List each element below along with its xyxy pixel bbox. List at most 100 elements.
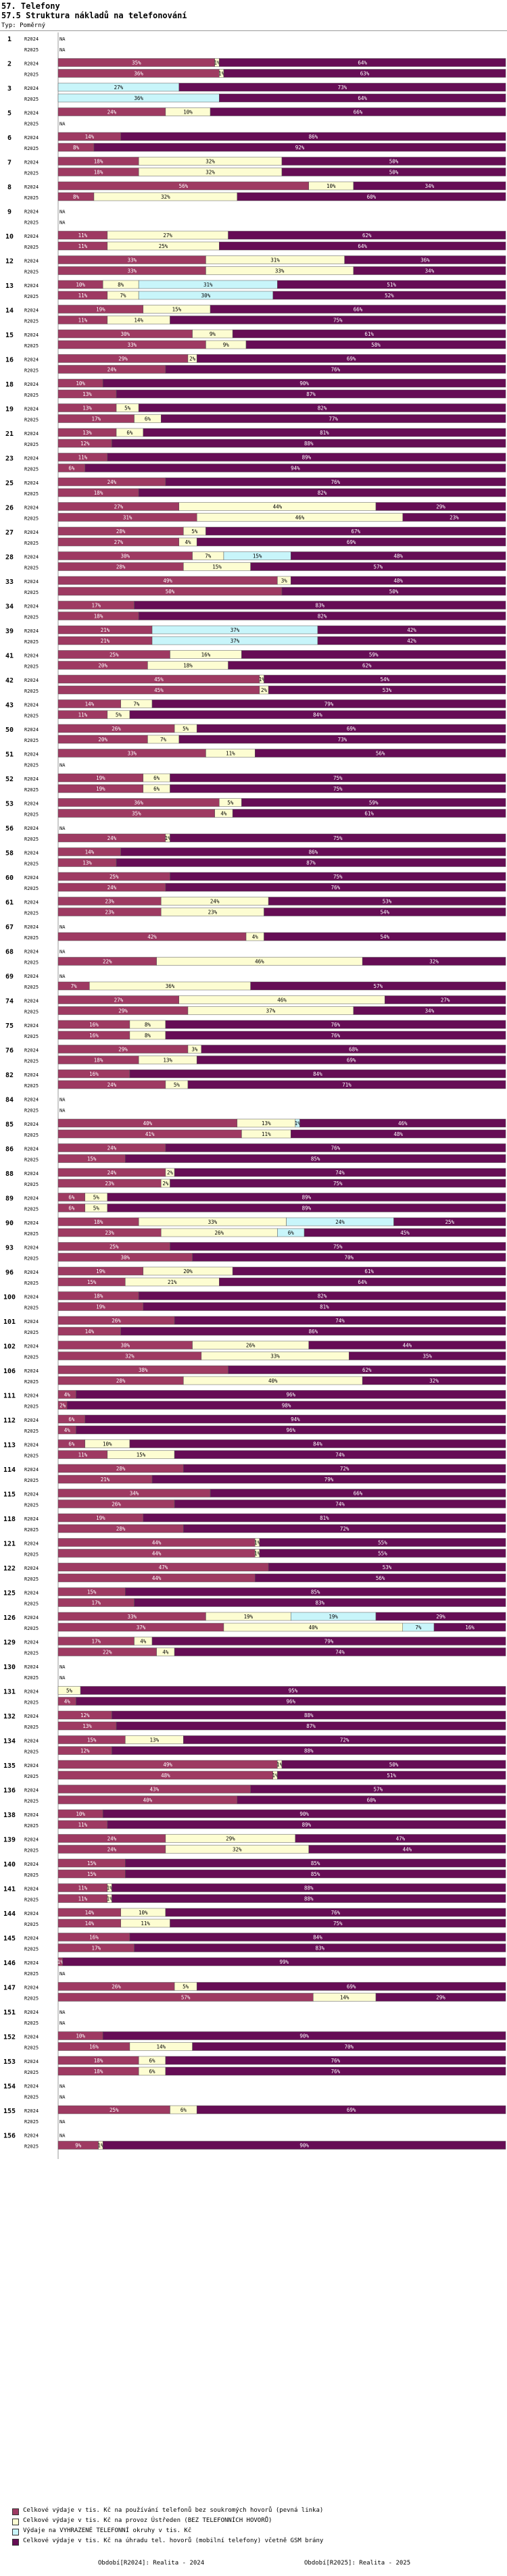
bar-value-label: 4% xyxy=(64,1392,71,1398)
bar-value-label: 82% xyxy=(318,614,327,620)
bar-value-label: 90% xyxy=(299,380,309,387)
year-label: R2024 xyxy=(24,1887,39,1892)
bar-value-label: 5% xyxy=(174,1082,180,1088)
group-label: 14 xyxy=(5,307,14,315)
year-label: R2025 xyxy=(24,1898,39,1903)
bar-value-label: 61% xyxy=(364,331,374,337)
year-label: R2025 xyxy=(24,2070,39,2075)
bar-value-label: 79% xyxy=(324,1477,334,1483)
bar-value-label: 24% xyxy=(107,1082,117,1088)
bar-value-label: 19% xyxy=(329,1614,338,1620)
bar-value-label: 22% xyxy=(103,1650,112,1656)
bar-segment xyxy=(112,1883,506,1892)
group-label: 16 xyxy=(5,357,14,364)
year-label: R2024 xyxy=(24,530,39,535)
bar-value-label: 29% xyxy=(436,504,445,510)
group-label: 100 xyxy=(3,1294,16,1302)
bar-value-label: 1% xyxy=(218,71,225,77)
year-label: R2025 xyxy=(24,541,39,546)
no-data-label: NA xyxy=(59,2133,66,2139)
year-label: R2025 xyxy=(24,1404,39,1410)
bar-value-label: 3% xyxy=(191,1047,198,1053)
bar-value-label: 21% xyxy=(101,638,110,644)
bar-value-label: 11% xyxy=(78,232,88,239)
bar-value-label: 76% xyxy=(331,367,341,373)
bar-value-label: 16% xyxy=(89,1022,99,1028)
year-label: R2025 xyxy=(24,516,39,522)
year-label: R2024 xyxy=(24,1566,39,1571)
bar-segment xyxy=(84,1414,506,1424)
group-label: 130 xyxy=(3,1664,16,1671)
bar-value-label: 23% xyxy=(105,1181,114,1187)
bar-value-label: 7% xyxy=(205,553,212,560)
bar-value-label: 16% xyxy=(89,1935,99,1941)
group-label: 28 xyxy=(5,554,14,562)
bar-value-label: 8% xyxy=(145,1033,151,1039)
bar-value-label: 2% xyxy=(189,356,196,362)
bar-segment xyxy=(165,1143,506,1152)
year-label: R2024 xyxy=(24,678,39,683)
bar-value-label: 64% xyxy=(358,1279,367,1285)
year-label: R2024 xyxy=(24,2035,39,2040)
bar-segment xyxy=(134,1943,506,1952)
year-label: R2024 xyxy=(24,1245,39,1251)
year-label: R2024 xyxy=(24,1763,39,1768)
bar-value-label: 75% xyxy=(333,318,343,324)
bar-segment xyxy=(112,1894,506,1903)
year-label: R2025 xyxy=(24,1182,39,1187)
bar-value-label: 33% xyxy=(127,1614,137,1620)
year-label: R2025 xyxy=(24,787,39,793)
bar-value-label: 74% xyxy=(335,1318,345,1324)
bar-value-label: 29% xyxy=(226,1836,235,1842)
group-label: 89 xyxy=(5,1195,14,1203)
year-label: R2024 xyxy=(24,1862,39,1867)
year-label: R2024 xyxy=(24,234,39,239)
bar-value-label: 61% xyxy=(364,1268,374,1274)
bar-value-label: 14% xyxy=(85,701,95,708)
group-label: 58 xyxy=(5,850,14,858)
year-label: R2024 xyxy=(24,1936,39,1941)
bar-value-label: 70% xyxy=(345,1255,354,1261)
bar-value-label: 85% xyxy=(311,1860,320,1866)
bar-value-label: 56% xyxy=(376,1575,385,1581)
bar-value-label: 33% xyxy=(127,342,137,348)
bar-value-label: 26% xyxy=(112,1984,121,1990)
no-data-label: NA xyxy=(59,122,66,127)
year-label: R2024 xyxy=(24,1812,39,1818)
year-label: R2025 xyxy=(24,1848,39,1854)
bar-value-label: 7% xyxy=(120,293,126,299)
bar-value-label: 32% xyxy=(429,1378,439,1384)
bar-value-label: 69% xyxy=(347,726,356,732)
year-label: R2024 xyxy=(24,1739,39,1744)
bar-value-label: 14% xyxy=(85,849,95,856)
bar-value-label: 26% xyxy=(215,1230,224,1236)
bar-value-label: 45% xyxy=(400,1230,410,1236)
group-label: 67 xyxy=(5,924,14,931)
no-data-label: NA xyxy=(59,1108,66,1114)
group-label: 115 xyxy=(3,1491,16,1499)
year-label: R2024 xyxy=(24,2108,39,2114)
bar-value-label: 6% xyxy=(153,786,160,792)
legend-label: Výdaje na VYHRAZENÉ TELEFONNÍ okruhy v t… xyxy=(23,2527,192,2534)
no-data-label: NA xyxy=(59,2119,66,2125)
group-label: 75 xyxy=(5,1022,14,1030)
bar-value-label: 47% xyxy=(396,1836,406,1842)
bar-value-label: 27% xyxy=(114,997,124,1004)
year-label: R2025 xyxy=(24,220,39,226)
bar-value-label: 25% xyxy=(110,1244,119,1250)
bar-value-label: 36% xyxy=(134,800,143,806)
year-label: R2025 xyxy=(24,1330,39,1335)
bar-value-label: 29% xyxy=(118,1008,128,1014)
bar-segment xyxy=(196,354,506,363)
bar-segment xyxy=(165,1020,506,1029)
year-label: R2025 xyxy=(24,319,39,324)
bar-value-label: 25% xyxy=(159,243,168,249)
year-label: R2024 xyxy=(24,1196,39,1202)
bar-segment xyxy=(268,685,506,695)
year-label: R2025 xyxy=(24,1750,39,1755)
bar-segment xyxy=(174,1450,506,1459)
bar-segment xyxy=(116,858,506,867)
bar-segment xyxy=(165,1908,506,1917)
group-label: 112 xyxy=(3,1417,16,1425)
bar-value-label: 2% xyxy=(162,1181,169,1187)
